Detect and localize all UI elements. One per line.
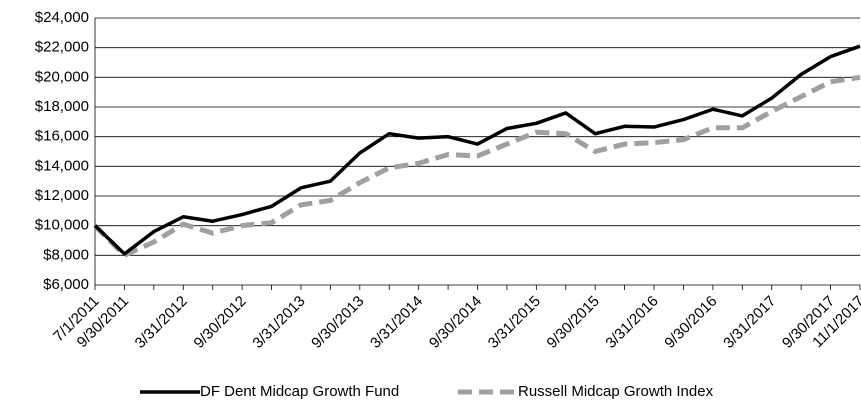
x-tick-label: 9/30/2014 [426,293,485,352]
y-tick-label: $24,000 [35,9,89,26]
x-tick-label: 3/31/2014 [367,293,426,352]
y-tick-label: $12,000 [35,187,89,204]
y-tick-label: $18,000 [35,98,89,115]
x-tick-label: 3/31/2015 [485,293,544,352]
legend-label: DF Dent Midcap Growth Fund [200,383,399,400]
series-line [93,74,861,258]
y-tick-label: $20,000 [35,68,89,85]
x-tick-label: 3/31/2017 [720,293,779,352]
y-tick-label: $14,000 [35,157,89,174]
x-tick-label: 9/30/2015 [544,293,603,352]
series-line [93,44,861,256]
y-tick-label: $6,000 [43,276,89,293]
y-tick-label: $16,000 [35,128,89,145]
x-tick-label: 9/30/2012 [191,293,250,352]
x-tick-label: 9/30/2013 [308,293,367,352]
x-tick-label: 3/31/2012 [132,293,191,352]
x-tick-label: 3/31/2013 [249,293,308,352]
y-tick-label: $10,000 [35,217,89,234]
x-tick-label: 3/31/2016 [602,293,661,352]
legend-label: Russell Midcap Growth Index [518,383,714,400]
x-tick-label: 9/30/2016 [661,293,720,352]
y-tick-label: $22,000 [35,39,89,56]
y-tick-label: $8,000 [43,246,89,263]
